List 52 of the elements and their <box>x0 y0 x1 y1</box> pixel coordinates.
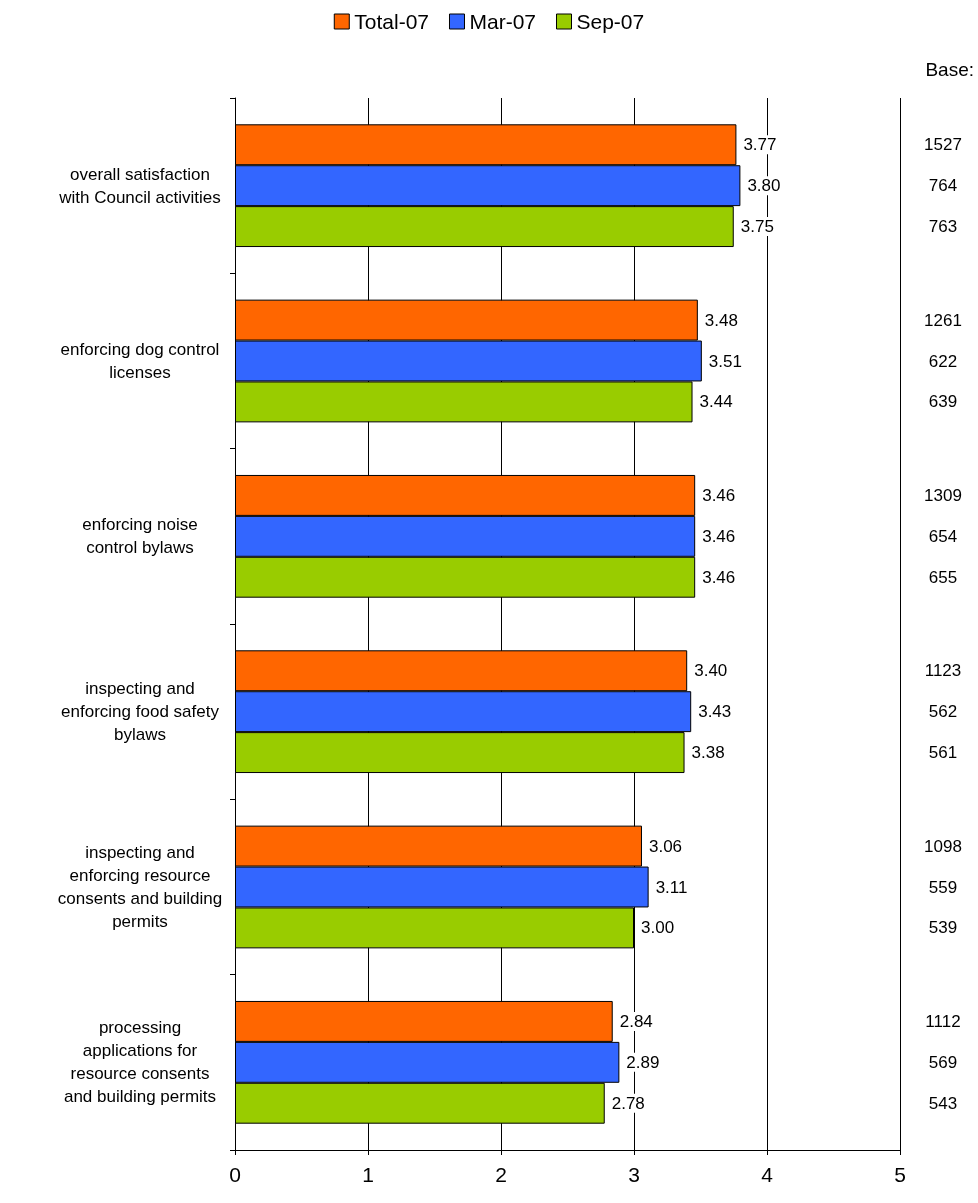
legend-label: Total-07 <box>354 10 429 33</box>
text: 655 <box>928 567 958 587</box>
data-label: 3.77 <box>743 135 777 155</box>
text: 1112 <box>925 1011 961 1031</box>
text: 1261 <box>924 310 962 330</box>
x-tick-label: 5 <box>894 1163 906 1186</box>
legend-label: Sep-07 <box>576 10 645 33</box>
data-label: 3.80 <box>747 176 781 196</box>
data-label: 2.84 <box>619 1011 653 1031</box>
data-label: 3.40 <box>694 661 728 681</box>
y-tick-label: inspecting and enforcing resource consents and building permits <box>57 843 223 931</box>
data-label: 2.89 <box>626 1052 660 1072</box>
text: 569 <box>928 1052 958 1072</box>
text: 559 <box>928 877 958 897</box>
text: 654 <box>928 526 958 546</box>
y-tick-label: enforcing noise control bylaws <box>82 515 198 558</box>
text: Base: <box>925 59 975 80</box>
text: 543 <box>928 1093 958 1113</box>
data-label: 3.43 <box>698 702 732 722</box>
text: 1098 <box>924 836 962 856</box>
data-label: 3.38 <box>691 743 725 763</box>
data-label: 3.11 <box>655 877 688 897</box>
y-tick-label: enforcing dog control licenses <box>60 340 220 382</box>
legend-label: Mar-07 <box>469 10 537 33</box>
x-tick-label: 3 <box>628 1163 640 1186</box>
text: 1527 <box>924 135 962 155</box>
text: 622 <box>928 351 958 371</box>
text: 1123 <box>924 661 962 681</box>
data-label: 3.06 <box>648 836 683 856</box>
text: 539 <box>928 918 958 938</box>
y-tick-label: inspecting and enforcing food safety bylaws <box>61 679 220 745</box>
text: 561 <box>928 743 958 763</box>
text: 763 <box>928 217 958 237</box>
data-label: 3.46 <box>702 485 736 505</box>
y-tick-label: processing applications for resource consents and building permits <box>63 1018 217 1107</box>
data-label: 3.46 <box>702 567 736 587</box>
data-label: 3.44 <box>699 392 733 412</box>
data-label: 3.46 <box>702 526 736 546</box>
data-label: 3.00 <box>641 918 675 938</box>
text: 562 <box>928 702 958 722</box>
text: 639 <box>928 392 958 412</box>
text: 764 <box>928 176 958 196</box>
data-label: 3.75 <box>740 217 774 237</box>
data-label: 3.51 <box>708 351 742 371</box>
x-tick-label: 2 <box>495 1163 507 1186</box>
data-label: 2.78 <box>611 1093 645 1113</box>
x-tick-label: 0 <box>229 1163 241 1186</box>
text: 1309 <box>924 485 962 505</box>
x-tick-label: 1 <box>362 1163 374 1186</box>
x-tick-label: 4 <box>761 1163 774 1186</box>
data-label: 3.48 <box>704 310 738 330</box>
y-tick-label: overall satisfaction with Council activities <box>58 164 221 207</box>
